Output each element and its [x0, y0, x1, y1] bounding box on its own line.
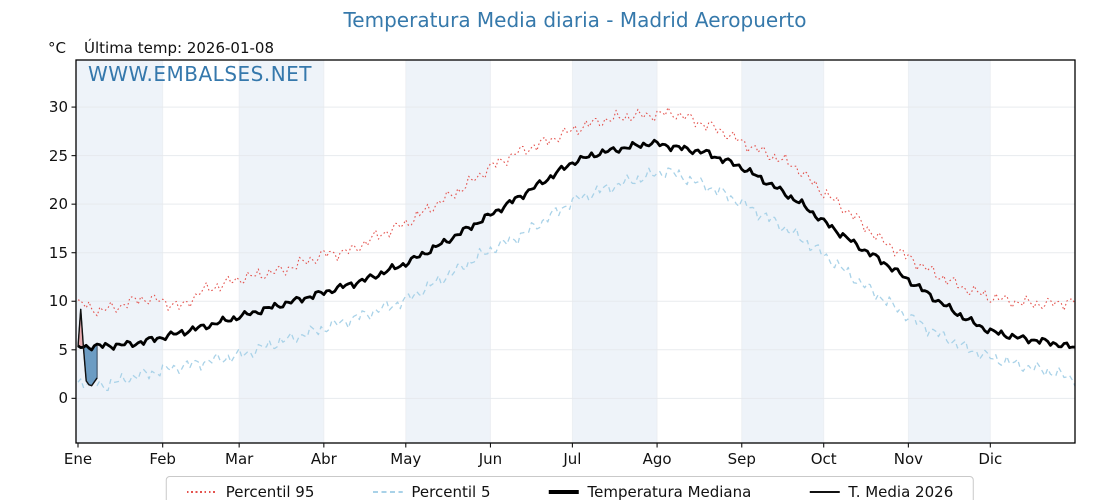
- legend-item-t-media-2026: T. Media 2026: [809, 483, 953, 500]
- percentil-95-line-sample: [186, 491, 217, 493]
- x-tick-label: Jun: [478, 450, 503, 468]
- x-tick-label: Dic: [978, 450, 1003, 468]
- legend-label: T. Media 2026: [848, 483, 954, 500]
- percentil-5-line-sample: [372, 491, 403, 493]
- x-tick-label: Oct: [810, 450, 837, 468]
- legend-item-mediana: Temperatura Mediana: [548, 483, 751, 500]
- legend-item-percentil-5: Percentil 5: [372, 483, 490, 500]
- temperatura-mediana-line-sample: [548, 490, 579, 494]
- t-media-2026-line-sample: [809, 491, 840, 493]
- legend-label: Temperatura Mediana: [587, 483, 752, 500]
- y-tick-label: 5: [58, 340, 68, 359]
- x-tick-label: Sep: [727, 450, 756, 468]
- y-axis-unit-label: °C: [48, 39, 66, 57]
- y-tick-label: 20: [48, 195, 68, 214]
- y-tick-label: 30: [48, 98, 68, 117]
- y-tick-label: 10: [48, 292, 68, 311]
- y-tick-label: 15: [48, 243, 68, 262]
- legend-label: Percentil 5: [411, 483, 491, 500]
- x-tick-label: May: [390, 450, 422, 468]
- x-tick-label: Nov: [893, 450, 924, 468]
- legend: Percentil 95 Percentil 5 Temperatura Med…: [165, 476, 975, 500]
- y-tick-label: 25: [48, 146, 68, 165]
- x-tick-label: Ago: [642, 450, 672, 468]
- x-tick-label: Abr: [310, 450, 337, 468]
- chart-title: Temperatura Media diaria - Madrid Aeropu…: [343, 8, 807, 32]
- legend-label: Percentil 95: [225, 483, 315, 500]
- last-temp-label: Última temp: 2026-01-08: [84, 39, 275, 57]
- x-tick-label: Mar: [225, 450, 254, 468]
- x-tick-label: Jul: [563, 450, 582, 468]
- y-tick-label: 0: [58, 389, 68, 408]
- x-tick-label: Feb: [149, 450, 176, 468]
- watermark: WWW.EMBALSES.NET: [88, 62, 313, 86]
- x-tick-label: Ene: [63, 450, 93, 468]
- legend-item-percentil-95: Percentil 95: [186, 483, 315, 500]
